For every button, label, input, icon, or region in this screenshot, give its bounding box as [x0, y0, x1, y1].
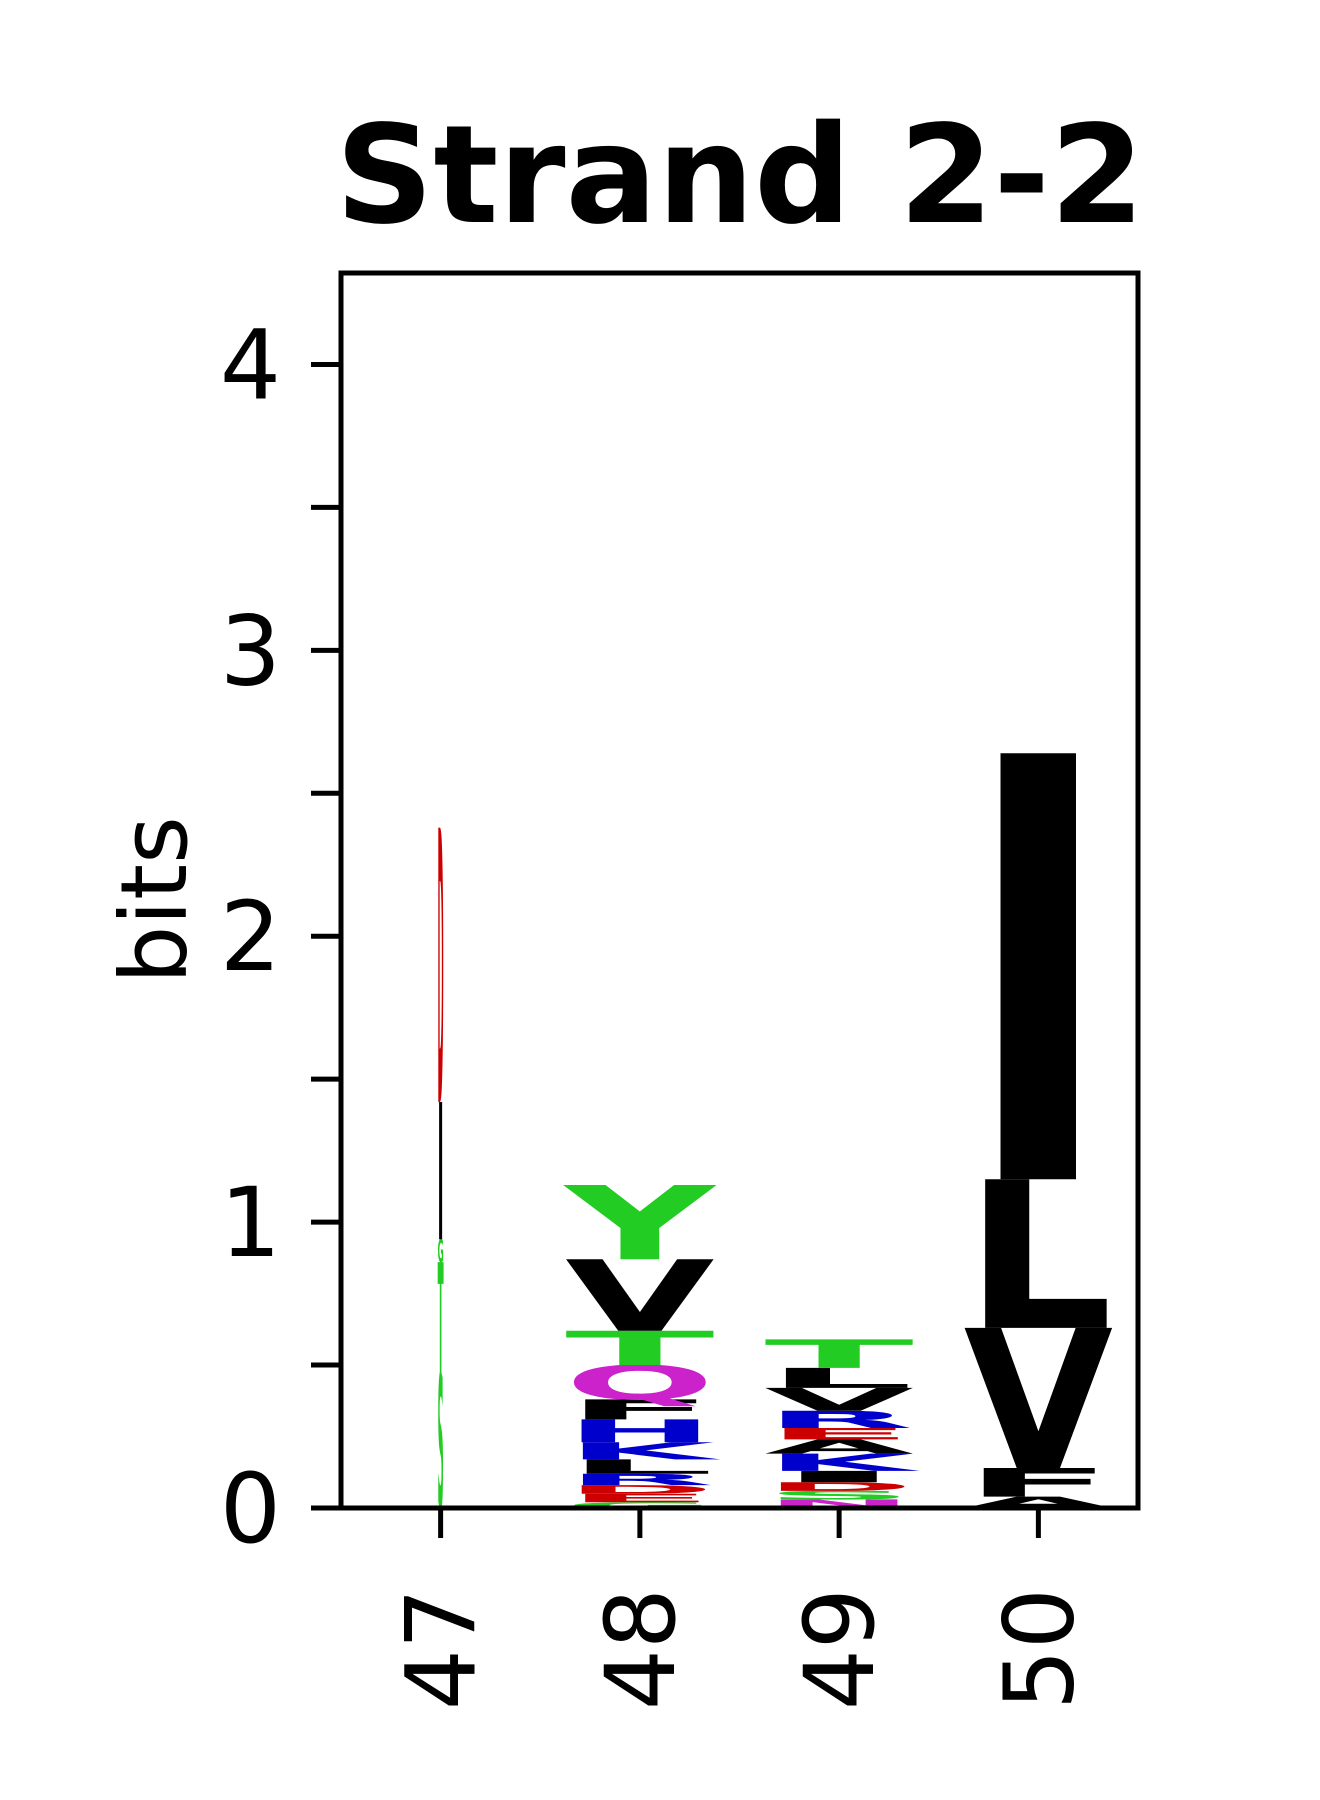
x-tick-label: 47	[386, 1588, 498, 1710]
logo-letter: V	[565, 1240, 714, 1354]
logo-letter: D	[764, 1480, 913, 1494]
plot-frame	[338, 270, 1141, 1511]
logo-letter: H	[565, 1413, 714, 1449]
logo-letter: L	[964, 1139, 1113, 1377]
logo-letter: G	[565, 1501, 714, 1510]
y-tick-label: 2	[220, 881, 281, 993]
logo-letter: R	[565, 1471, 714, 1489]
logo-letter: F	[565, 1394, 714, 1426]
logo-letter: S	[764, 1489, 913, 1503]
logo-letter: G	[438, 1235, 444, 1271]
logo-letter: K	[565, 1438, 721, 1465]
logo-letter: V	[764, 1382, 913, 1419]
logo-letter: E	[565, 1491, 714, 1505]
x-tick-label: 48	[585, 1588, 697, 1710]
logo-letter: K	[764, 1449, 920, 1476]
logo-letter: T	[565, 1322, 714, 1377]
logo-letter: D	[438, 753, 444, 1191]
y-tick-label: 0	[220, 1453, 281, 1565]
logo-letter: E	[764, 1425, 913, 1443]
logo-letter: A	[764, 1436, 913, 1459]
x-tick-label: 50	[983, 1588, 1095, 1710]
chart-title: Strand 2-2	[335, 97, 1144, 255]
y-axis-label: bits	[101, 816, 208, 984]
logo-letter: V	[964, 1290, 1113, 1513]
logo-letter: I	[764, 1468, 913, 1486]
logo-letter: L	[565, 1456, 714, 1479]
logo-letter: T	[764, 1332, 913, 1378]
logo-letter: I	[438, 1065, 444, 1285]
logo-letter: T	[438, 1231, 444, 1410]
logo-letter: D	[565, 1483, 714, 1497]
logo-letter: S	[438, 1337, 444, 1552]
logo-letter: I	[964, 638, 1113, 1318]
y-tick-label: 4	[220, 309, 281, 421]
logo-letter: F	[964, 1460, 1113, 1506]
logo-letter: Y	[563, 1165, 718, 1283]
y-tick-label: 1	[220, 1167, 281, 1279]
logo-letter: Q	[565, 1356, 714, 1410]
x-tick-label: 49	[784, 1588, 896, 1710]
logo-letter: L	[764, 1363, 913, 1395]
logo-letter: R	[764, 1406, 913, 1433]
y-tick-label: 3	[220, 595, 281, 707]
